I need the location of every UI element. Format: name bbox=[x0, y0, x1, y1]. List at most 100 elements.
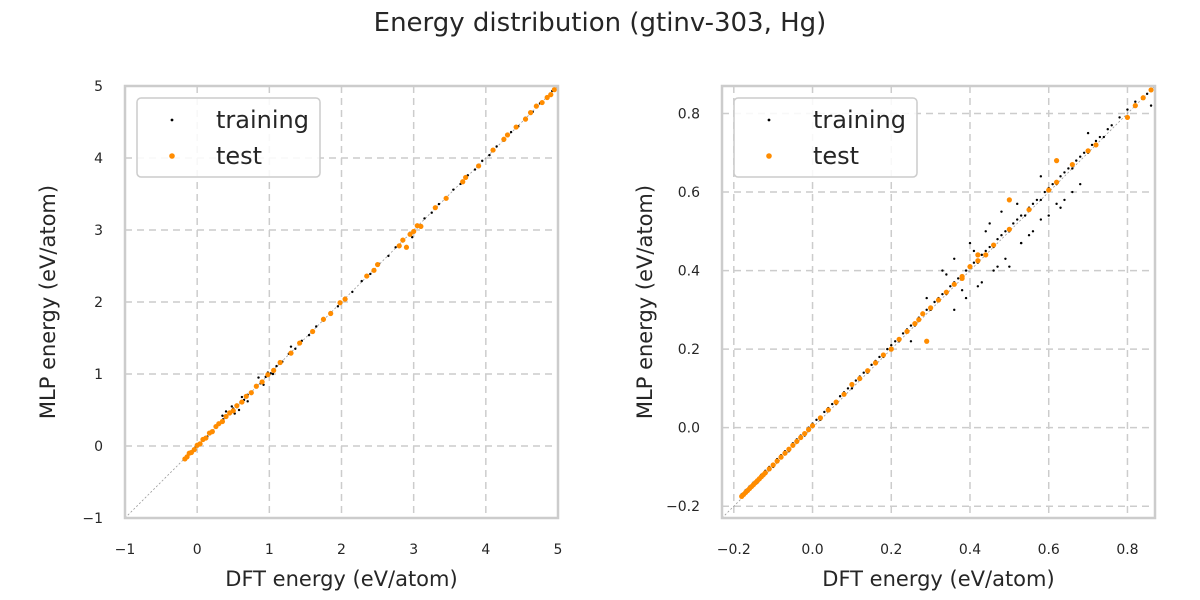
training-point bbox=[956, 277, 960, 280]
test-legend-label: test bbox=[813, 142, 859, 170]
training-point bbox=[909, 324, 913, 327]
training-point bbox=[294, 347, 297, 350]
test-point bbox=[277, 359, 283, 366]
training-point bbox=[257, 376, 260, 379]
training-point bbox=[831, 402, 834, 406]
training-point bbox=[850, 387, 854, 390]
training-point bbox=[1079, 155, 1082, 158]
test-point bbox=[1006, 197, 1012, 203]
training-point bbox=[890, 344, 893, 347]
training-point bbox=[315, 325, 318, 328]
training-point bbox=[925, 296, 928, 300]
training-point bbox=[1027, 234, 1031, 237]
test-point bbox=[544, 94, 550, 101]
training-point bbox=[972, 261, 976, 264]
training-point bbox=[1047, 214, 1050, 217]
training-point bbox=[1082, 151, 1086, 154]
training-point bbox=[221, 414, 224, 417]
training-point bbox=[933, 300, 936, 304]
test-point bbox=[959, 275, 965, 282]
test-point bbox=[841, 391, 847, 397]
test-point bbox=[432, 205, 438, 211]
training-point bbox=[1063, 198, 1066, 202]
x-axis-label: DFT energy (eV/atom) bbox=[822, 567, 1054, 591]
test-point bbox=[1006, 226, 1012, 232]
training-point bbox=[495, 145, 498, 148]
test-point bbox=[271, 367, 277, 373]
test-point bbox=[223, 413, 229, 420]
test-point bbox=[1124, 114, 1131, 121]
test-point bbox=[203, 435, 209, 441]
y-tick-label: 3 bbox=[94, 223, 103, 239]
training-point bbox=[964, 269, 968, 272]
test-point bbox=[951, 281, 957, 287]
test-point bbox=[403, 244, 410, 250]
training-point bbox=[878, 355, 881, 359]
test-point bbox=[790, 442, 796, 448]
test-point bbox=[407, 231, 413, 237]
training-point bbox=[996, 237, 999, 241]
test-point bbox=[825, 407, 831, 413]
training-point bbox=[360, 279, 363, 283]
test-point bbox=[265, 372, 271, 378]
training-point bbox=[909, 340, 913, 343]
test-point bbox=[191, 447, 197, 453]
training-point bbox=[988, 245, 991, 249]
test-point bbox=[770, 462, 776, 468]
training-point bbox=[815, 418, 818, 422]
x-tick-label: 1 bbox=[265, 542, 274, 558]
training-point bbox=[1004, 257, 1007, 260]
x-tick-label: 3 bbox=[409, 542, 418, 558]
test-point bbox=[967, 264, 973, 270]
test-point bbox=[935, 297, 942, 303]
training-point bbox=[509, 130, 513, 134]
training-point bbox=[481, 159, 484, 163]
training-point bbox=[1063, 171, 1066, 174]
test-point bbox=[527, 110, 534, 116]
training-point bbox=[369, 272, 372, 276]
axes-frame bbox=[720, 84, 1157, 520]
x-tick-label: 0.8 bbox=[1116, 542, 1138, 558]
training-point bbox=[1102, 135, 1106, 139]
test-point bbox=[364, 273, 370, 279]
figure-title: Energy distribution (gtinv-303, Hg) bbox=[373, 8, 827, 38]
training-point bbox=[1118, 116, 1121, 119]
training-point bbox=[1075, 159, 1078, 162]
training-point bbox=[1039, 198, 1043, 202]
points-group bbox=[182, 87, 557, 462]
training-point bbox=[1149, 104, 1153, 107]
test-point bbox=[1132, 103, 1138, 109]
training-point bbox=[976, 285, 980, 288]
y-tick-label: 0.8 bbox=[678, 106, 700, 122]
training-point bbox=[984, 249, 987, 253]
test-point bbox=[1148, 87, 1154, 93]
y-tick-label: 0 bbox=[94, 439, 103, 455]
test-legend-label: test bbox=[216, 142, 262, 170]
y-tick-label: 0.2 bbox=[678, 342, 700, 358]
training-point bbox=[996, 265, 999, 268]
training-point bbox=[953, 308, 956, 312]
y-tick-label: 4 bbox=[94, 151, 103, 167]
training-point bbox=[394, 246, 397, 249]
training-point bbox=[870, 363, 873, 367]
test-point bbox=[794, 438, 800, 445]
training-point bbox=[1004, 230, 1007, 233]
training-point bbox=[1106, 128, 1109, 131]
y-tick-label: 5 bbox=[94, 79, 103, 95]
training-point bbox=[473, 168, 477, 171]
test-point bbox=[320, 316, 327, 322]
training-point bbox=[1071, 167, 1074, 170]
test-point bbox=[443, 195, 449, 201]
test-point bbox=[504, 132, 511, 138]
test-point bbox=[418, 223, 424, 229]
training-point bbox=[351, 290, 354, 294]
training-point bbox=[452, 188, 455, 191]
training-point bbox=[984, 230, 987, 233]
legend-box bbox=[733, 97, 918, 178]
x-tick-label: −1 bbox=[115, 542, 136, 558]
training-point bbox=[901, 332, 905, 335]
test-point bbox=[809, 423, 816, 429]
training-point bbox=[1086, 131, 1090, 135]
training-point bbox=[949, 285, 952, 288]
